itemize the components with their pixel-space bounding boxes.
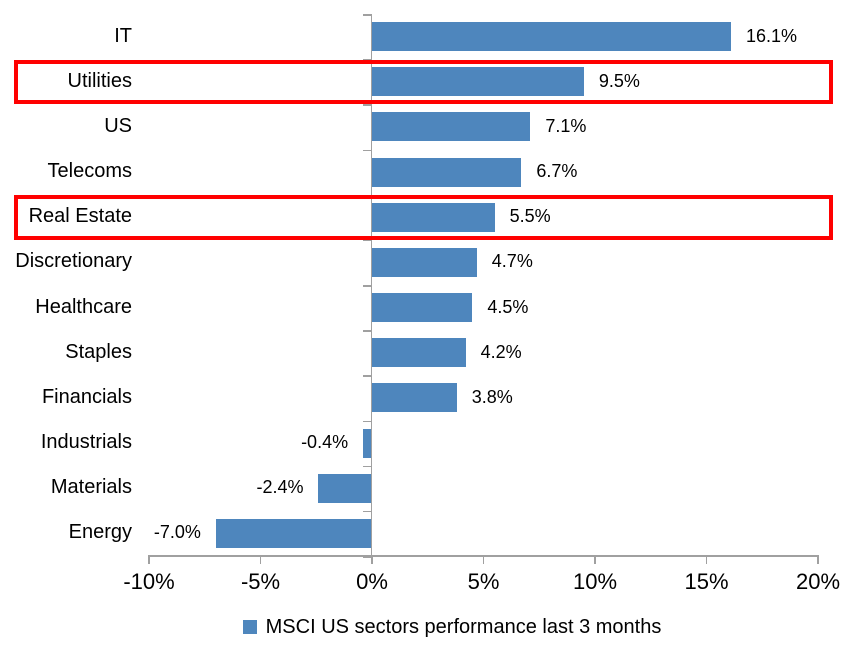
bar xyxy=(215,518,372,548)
category-axis-line xyxy=(370,14,373,555)
category-label: Staples xyxy=(65,340,132,363)
category-label: IT xyxy=(114,24,132,47)
x-tick xyxy=(594,555,596,564)
category-tick xyxy=(362,375,371,377)
value-label: 4.7% xyxy=(491,251,533,272)
bar xyxy=(363,428,372,458)
category-label: Financials xyxy=(41,385,132,408)
category-tick xyxy=(362,285,371,287)
bar xyxy=(372,67,584,97)
category-label: Healthcare xyxy=(35,295,132,318)
category-tick xyxy=(362,465,371,468)
legend-swatch-icon xyxy=(242,620,257,634)
category-label: US xyxy=(104,114,132,137)
value-label: 6.7% xyxy=(536,161,578,182)
category-label: Real Estate xyxy=(28,205,132,228)
x-tick xyxy=(371,555,373,564)
bar xyxy=(372,383,457,413)
bar xyxy=(372,22,732,52)
bar xyxy=(372,247,477,277)
category-tick xyxy=(362,59,371,61)
x-tick-label: 10% xyxy=(572,569,618,594)
value-label: 9.5% xyxy=(598,70,640,91)
value-label: 4.2% xyxy=(480,341,522,362)
value-label: -2.4% xyxy=(256,477,304,498)
x-tick xyxy=(148,555,150,564)
category-label: Energy xyxy=(68,521,132,544)
x-tick-label: -10% xyxy=(123,569,175,594)
category-tick xyxy=(362,194,371,197)
category-label: Industrials xyxy=(40,431,132,454)
category-tick xyxy=(362,510,371,513)
value-label: 16.1% xyxy=(746,25,798,46)
x-tick xyxy=(259,555,262,564)
bar xyxy=(372,157,522,187)
x-tick-label: 5% xyxy=(467,569,500,594)
x-tick xyxy=(705,555,708,564)
value-label: 3.8% xyxy=(471,386,513,407)
category-label: Utilities xyxy=(67,69,132,92)
category-tick xyxy=(362,330,371,332)
bar xyxy=(318,473,372,503)
value-label: 4.5% xyxy=(487,296,529,317)
x-tick-label: 15% xyxy=(684,569,729,594)
category-label: Telecoms xyxy=(47,160,132,183)
value-label: 7.1% xyxy=(545,115,587,136)
bar xyxy=(372,293,473,323)
category-tick xyxy=(362,239,371,242)
category-tick xyxy=(362,14,371,16)
x-tick-label: 0% xyxy=(356,569,388,594)
bar xyxy=(372,112,531,142)
category-tick xyxy=(362,104,371,106)
category-label: Materials xyxy=(50,476,132,499)
value-label: -0.4% xyxy=(301,432,349,453)
x-tick-label: 20% xyxy=(795,569,841,594)
bar xyxy=(372,202,495,232)
category-tick xyxy=(362,420,371,422)
value-label: 5.5% xyxy=(509,206,551,227)
x-tick-label: -5% xyxy=(240,569,281,594)
x-tick xyxy=(482,555,485,564)
legend-label: MSCI US sectors performance last 3 month… xyxy=(265,615,662,638)
legend: MSCI US sectors performance last 3 month… xyxy=(52,615,852,639)
value-label: -7.0% xyxy=(153,522,201,543)
x-tick xyxy=(817,555,819,564)
category-label: Discretionary xyxy=(15,250,132,273)
bar xyxy=(372,338,466,368)
category-tick xyxy=(362,149,371,151)
